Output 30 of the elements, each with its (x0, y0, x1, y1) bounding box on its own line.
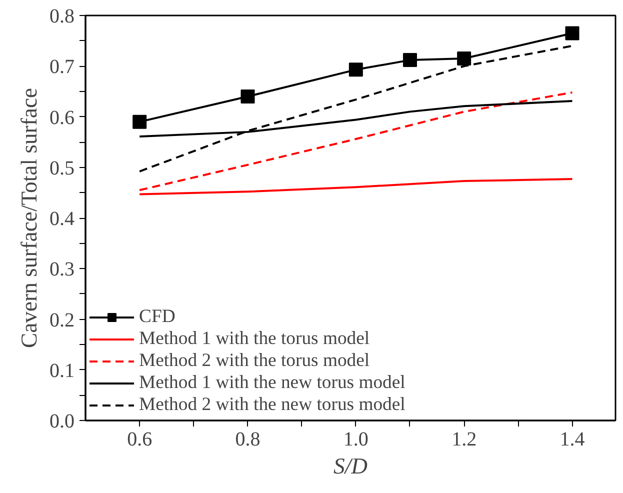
x-tick-label: 0.8 (235, 428, 260, 450)
point (240, 90, 255, 104)
x-tick-label: 0.6 (127, 428, 152, 450)
point (565, 26, 580, 40)
y-axis-title: Cavern surface/Total surface (16, 88, 42, 348)
y-tick-label: 0.4 (50, 208, 74, 230)
legend-label: Method 2 with the torus model (139, 350, 370, 372)
legend-label: Method 1 with the torus model (139, 328, 370, 350)
line-series (138, 91, 574, 192)
legend-label: Method 1 with the new torus model (139, 372, 406, 394)
legend-label: Method 2 with the new torus model (139, 394, 406, 416)
point (457, 52, 472, 66)
y-tick-label: 0.0 (50, 410, 74, 432)
line-series (138, 178, 574, 196)
y-tick-label: 0.1 (50, 360, 74, 382)
point (132, 114, 147, 129)
x-tick-label: 1.2 (452, 428, 477, 450)
x-tick-label: 1.0 (343, 428, 368, 450)
x-tick-label: 1.4 (560, 428, 585, 450)
y-tick-label: 0.2 (50, 309, 74, 332)
legend-label: CFD (139, 306, 176, 328)
y-tick-label: 0.5 (50, 157, 74, 180)
y-tick-label: 0.6 (50, 106, 74, 129)
line-series (138, 44, 574, 172)
y-tick-label: 0.8 (50, 6, 74, 28)
y-tick-label: 0.3 (50, 258, 74, 281)
y-tick-label: 0.7 (50, 56, 74, 78)
point (402, 53, 417, 68)
point (348, 62, 363, 77)
x-axis-title: S/D (334, 454, 368, 478)
